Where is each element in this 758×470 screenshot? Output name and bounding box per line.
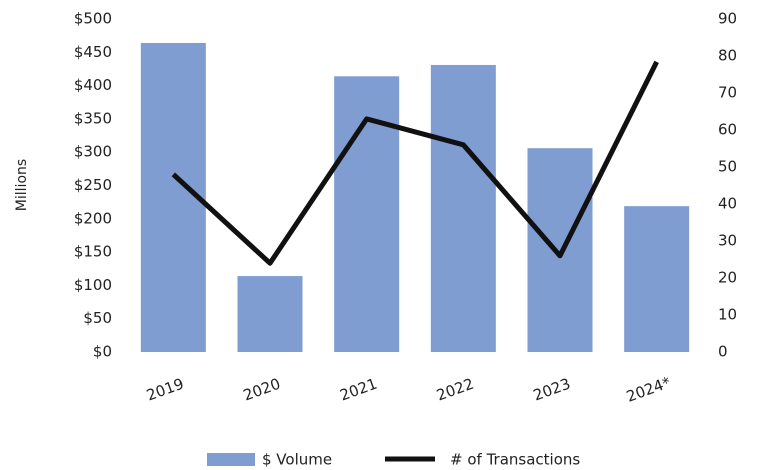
y-tick-label: $300 bbox=[74, 143, 112, 161]
line bbox=[171, 60, 659, 266]
x-tick-label: 2019 bbox=[144, 375, 186, 405]
legend-swatch bbox=[207, 453, 255, 466]
x-tick-label: 2020 bbox=[241, 375, 283, 405]
y2-tick-label: 30 bbox=[718, 232, 737, 250]
y2-tick-label: 10 bbox=[718, 306, 737, 324]
x-tick-label: 2021 bbox=[337, 375, 379, 405]
y-tick-label: $250 bbox=[74, 176, 112, 194]
y-tick-label: $450 bbox=[74, 43, 112, 61]
y2-tick-label: 50 bbox=[718, 158, 737, 176]
legend-label: # of Transactions bbox=[450, 451, 580, 469]
y2-tick-label: 60 bbox=[718, 121, 737, 139]
bar bbox=[237, 276, 303, 352]
y2-tick-label: 20 bbox=[718, 269, 737, 287]
y2-tick-label: 80 bbox=[718, 47, 737, 65]
bar bbox=[430, 64, 496, 352]
y-tick-label: $400 bbox=[74, 76, 112, 94]
x-tick-label: 2024* bbox=[624, 373, 674, 406]
y-tick-label: $100 bbox=[74, 276, 112, 294]
x-tick-label: 2022 bbox=[434, 375, 476, 405]
bar bbox=[624, 206, 690, 352]
y2-tick-label: 90 bbox=[718, 10, 737, 28]
y-tick-label: $500 bbox=[74, 10, 112, 28]
y-tick-label: $350 bbox=[74, 109, 112, 127]
y-tick-label: $0 bbox=[93, 343, 112, 361]
bar bbox=[527, 148, 593, 352]
y2-tick-label: 0 bbox=[718, 343, 728, 361]
y2-tick-label: 40 bbox=[718, 195, 737, 213]
y-tick-label: $150 bbox=[74, 243, 112, 261]
legend-label: $ Volume bbox=[262, 451, 332, 469]
y2-tick-label: 70 bbox=[718, 84, 737, 102]
y-tick-label: $200 bbox=[74, 209, 112, 227]
x-tick-label: 2023 bbox=[531, 375, 573, 405]
y-axis-label: Millions bbox=[14, 159, 30, 211]
y-tick-label: $50 bbox=[83, 309, 112, 327]
